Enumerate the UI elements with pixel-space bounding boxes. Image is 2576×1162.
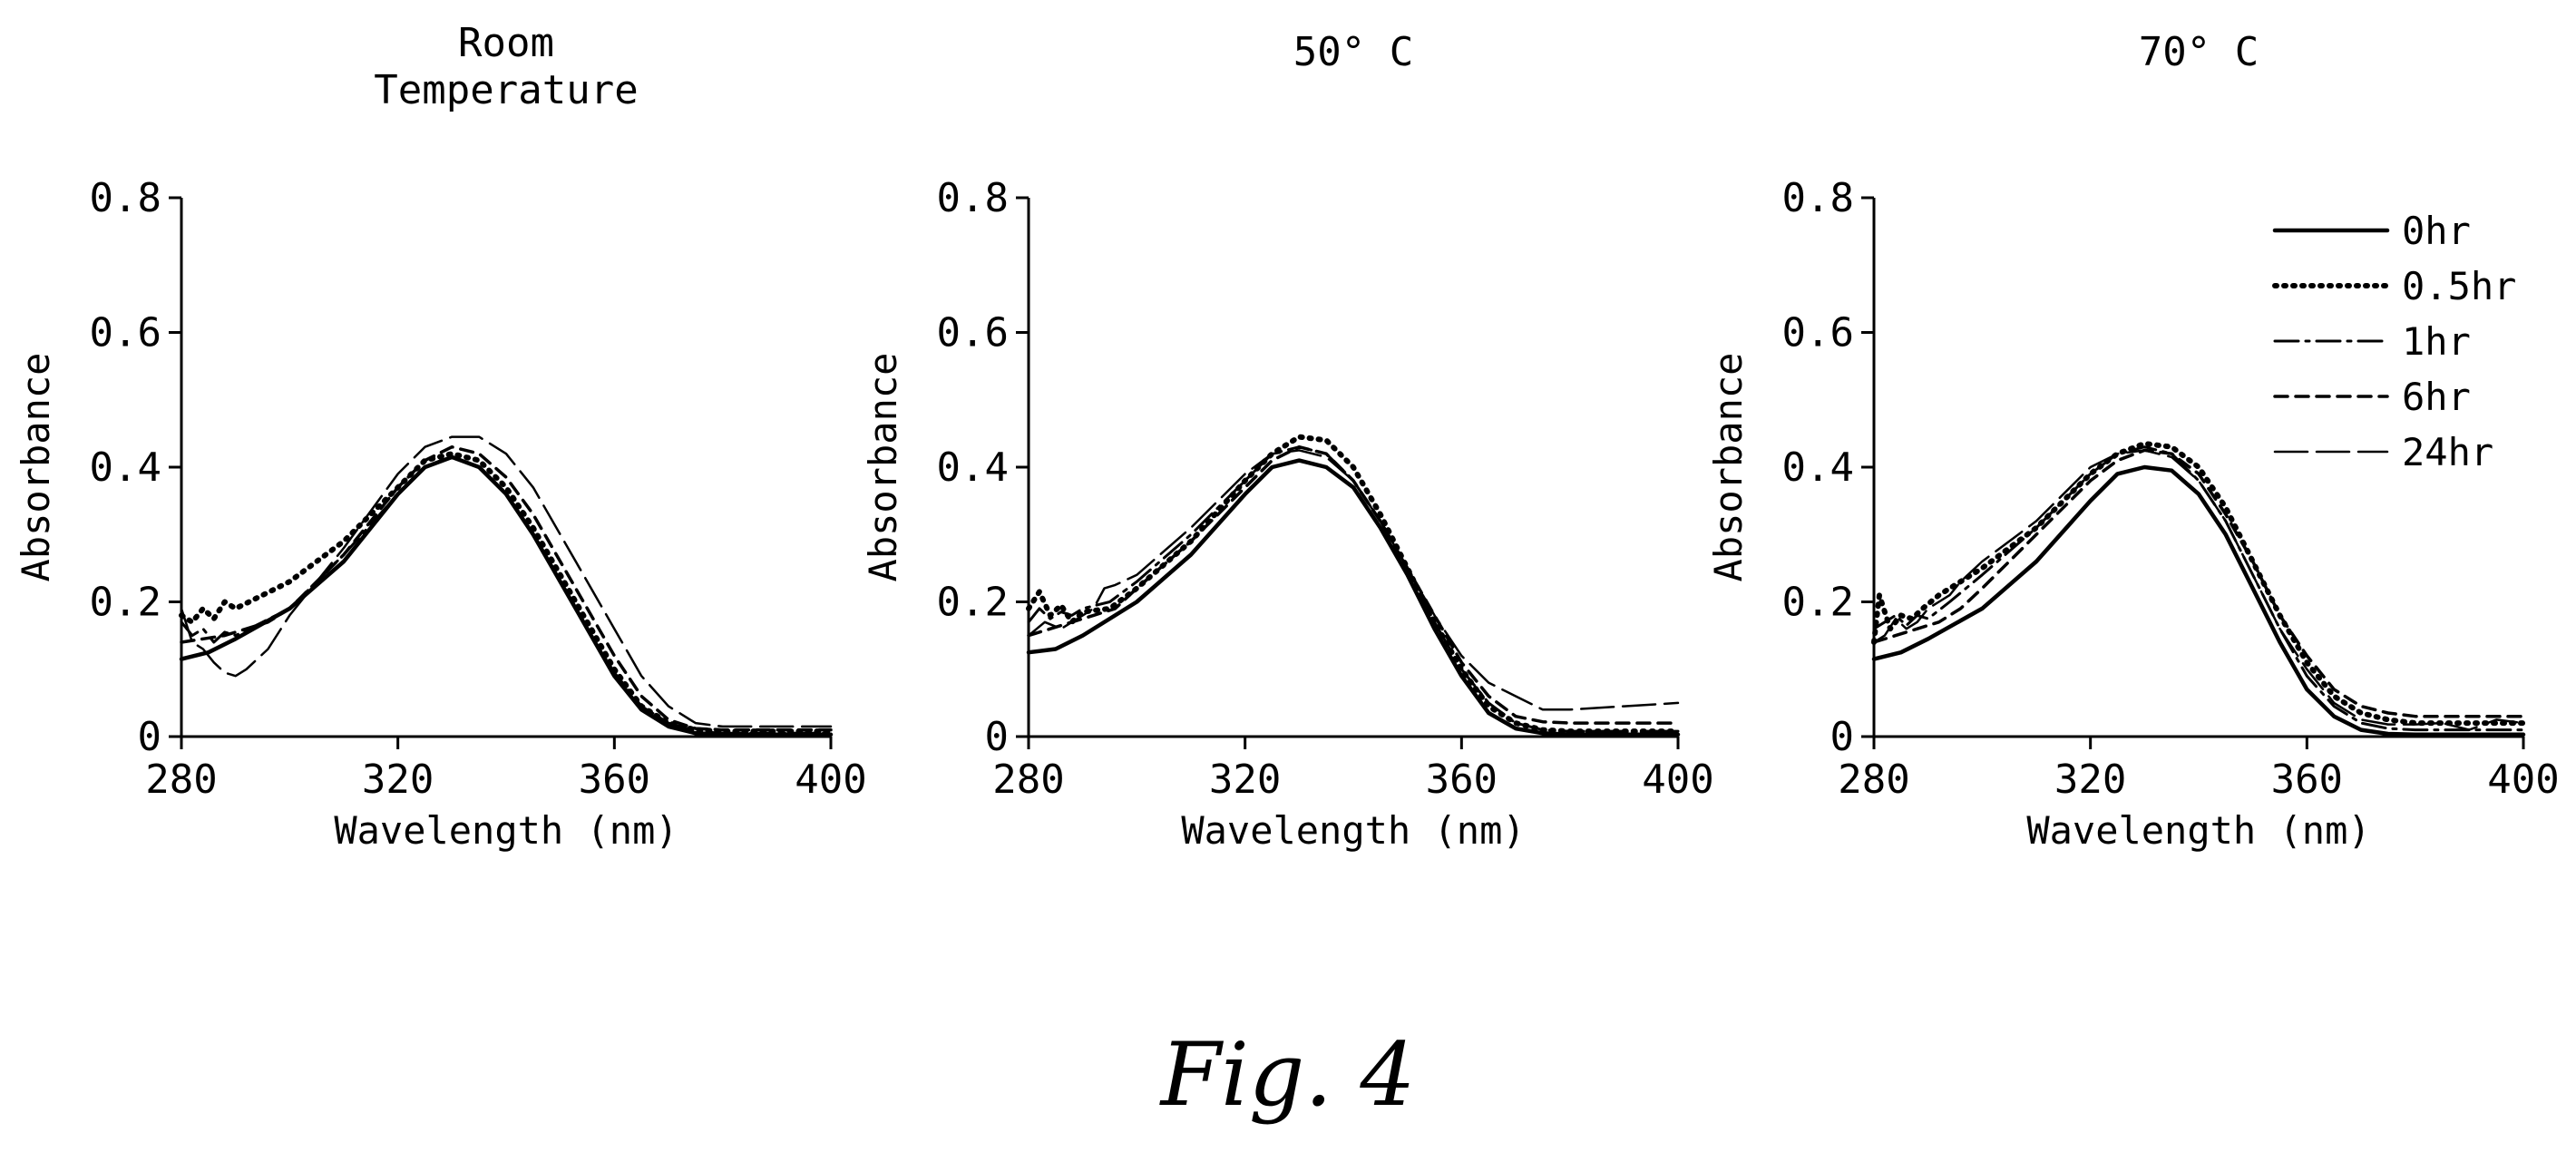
panel-title-line: 70° C	[2139, 29, 2259, 75]
legend-label: 0.5hr	[2402, 264, 2516, 308]
legend: 0hr 0.5hr 1hr 6hr 24hr	[2272, 209, 2516, 474]
y-tick-label: 0.4	[937, 444, 1009, 491]
x-tick-label: 320	[362, 757, 434, 803]
x-axis-title: Wavelength (nm)	[1181, 808, 1525, 853]
chart-panel-3: 70° C 0 0.2 0.4 0.6 0.8 280 320 360 400 Wavelength…	[1706, 29, 2560, 853]
chart-panel-2: 50° C 0 0.2 0.4 0.6 0.8 280 320 360 400 Wavelength…	[861, 29, 1714, 853]
legend-label: 1hr	[2402, 319, 2471, 364]
x-tick-label: 360	[579, 757, 650, 803]
y-axis-title: Absorbance	[1706, 353, 1751, 582]
series-line-1hr	[180, 455, 833, 735]
y-axis-title: Absorbance	[14, 353, 58, 582]
y-tick-label: 0	[138, 714, 162, 760]
legend-label: 6hr	[2402, 375, 2471, 419]
series-line-0hr	[1026, 458, 1681, 737]
x-tick-label: 280	[992, 757, 1064, 803]
series-line-1hr	[1872, 445, 2525, 732]
y-axis-title: Absorbance	[861, 353, 905, 582]
series-line-0-5hr	[1871, 441, 2526, 727]
y-tick-label: 0	[985, 714, 1010, 760]
series-line-0hr	[1871, 464, 2526, 737]
y-tick-label: 0.6	[1782, 310, 1854, 356]
x-tick-label: 360	[1426, 757, 1498, 803]
x-tick-label: 320	[1209, 757, 1281, 803]
y-tick-label: 0.6	[90, 310, 161, 356]
x-axis-title: Wavelength (nm)	[2026, 808, 2370, 853]
legend-label: 24hr	[2402, 430, 2493, 474]
y-tick-label: 0.8	[937, 175, 1009, 221]
y-tick-label: 0.2	[1782, 580, 1854, 626]
series-line-24hr	[1872, 449, 2525, 731]
series-line-6hr	[180, 444, 833, 732]
y-tick-label: 0.2	[937, 580, 1009, 626]
y-tick-label: 0.8	[90, 175, 161, 221]
legend-label: 0hr	[2402, 209, 2471, 253]
x-tick-label: 400	[1642, 757, 1713, 803]
figure-caption: Fig. 4	[1159, 1024, 1416, 1126]
series-line-6hr	[1872, 448, 2525, 718]
panel-title-line: Room	[458, 20, 554, 66]
x-axis-title: Wavelength (nm)	[334, 808, 678, 853]
panel-title-line: 50° C	[1293, 29, 1413, 75]
y-tick-label: 0	[1830, 714, 1855, 760]
y-tick-label: 0.8	[1782, 175, 1854, 221]
series-line-1hr	[1027, 445, 1680, 733]
x-tick-label: 360	[2271, 757, 2343, 803]
x-tick-label: 280	[1838, 757, 1909, 803]
panel-title-line: Temperature	[374, 67, 638, 113]
series-line-6hr	[1027, 444, 1680, 725]
series-line-0hr	[179, 454, 834, 737]
x-tick-label: 400	[2487, 757, 2559, 803]
x-tick-label: 400	[795, 757, 866, 803]
series-line-24hr	[180, 435, 833, 728]
x-tick-label: 320	[2054, 757, 2126, 803]
x-tick-label: 280	[145, 757, 217, 803]
y-tick-label: 0.4	[1782, 444, 1854, 491]
y-tick-label: 0.4	[90, 444, 161, 491]
y-tick-label: 0.2	[90, 580, 161, 626]
series-line-24hr	[1027, 449, 1680, 711]
y-tick-label: 0.6	[937, 310, 1009, 356]
